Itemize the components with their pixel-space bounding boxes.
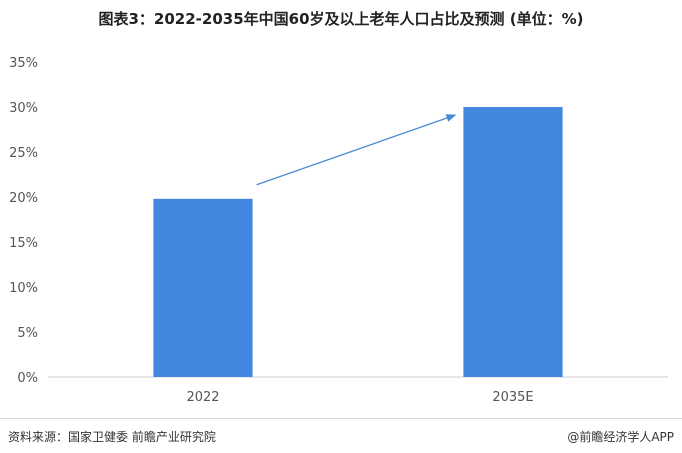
bars [153,107,563,377]
y-tick-label: 5% [17,326,38,341]
x-axis-labels: 2022 2035E [186,390,533,405]
y-tick-label: 20% [9,191,38,206]
y-tick-label: 30% [9,101,38,116]
x-tick-label: 2022 [186,390,219,405]
chart-canvas: 0% 5% 10% 15% 20% 25% 30% 35% 2022 2035E [9,56,668,405]
y-tick-label: 25% [9,146,38,161]
brand-text: @前瞻经济学人APP [567,430,674,444]
y-tick-label: 0% [17,371,38,386]
x-tick-label: 2035E [492,390,533,405]
y-tick-label: 15% [9,236,38,251]
bar-2022 [153,198,253,377]
y-tick-label: 35% [9,56,38,71]
y-axis-labels: 0% 5% 10% 15% 20% 25% 30% 35% [9,56,38,386]
y-tick-label: 10% [9,281,38,296]
chart-title: 图表3：2022-2035年中国60岁及以上老年人口占比及预测 (单位：%) [98,10,584,28]
bar-2035e [463,107,563,377]
footer: 资料来源：国家卫健委 前瞻产业研究院 @前瞻经济学人APP [0,418,682,453]
source-text: 资料来源：国家卫健委 前瞻产业研究院 [8,430,216,444]
trend-arrow [256,114,457,186]
